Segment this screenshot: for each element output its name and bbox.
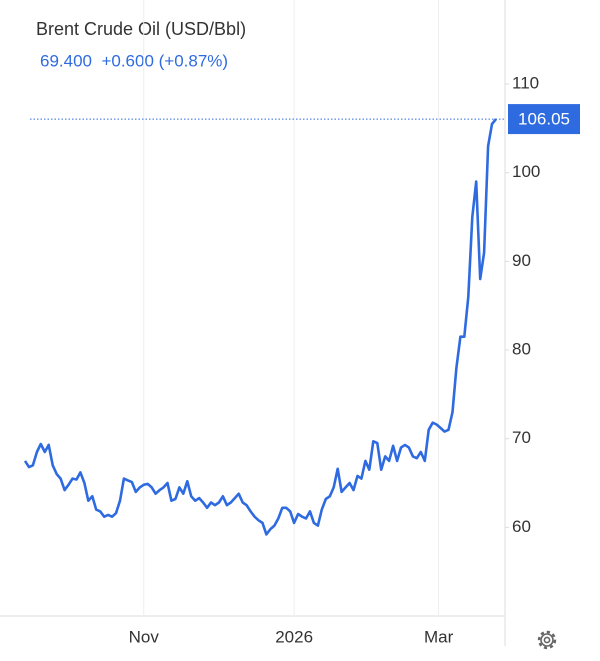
price-line xyxy=(23,118,498,536)
x-tick-label: Nov xyxy=(129,627,160,646)
y-tick-label: 80 xyxy=(512,340,531,359)
y-tick-label: 90 xyxy=(512,251,531,270)
y-tick-label: 100 xyxy=(512,162,540,181)
current-price-label: 106.05 xyxy=(518,110,570,129)
settings-icon[interactable] xyxy=(537,630,557,650)
x-tick-label: 2026 xyxy=(275,627,313,646)
y-tick-label: 110 xyxy=(512,74,539,93)
y-tick-label: 60 xyxy=(512,517,531,536)
x-tick-label: Mar xyxy=(424,627,454,646)
quote: 69.400 +0.600 (+0.87%) xyxy=(40,51,228,70)
chart-title: Brent Crude Oil (USD/Bbl) xyxy=(36,19,246,39)
current-price-box xyxy=(508,104,580,135)
y-tick-label: 70 xyxy=(512,428,531,447)
